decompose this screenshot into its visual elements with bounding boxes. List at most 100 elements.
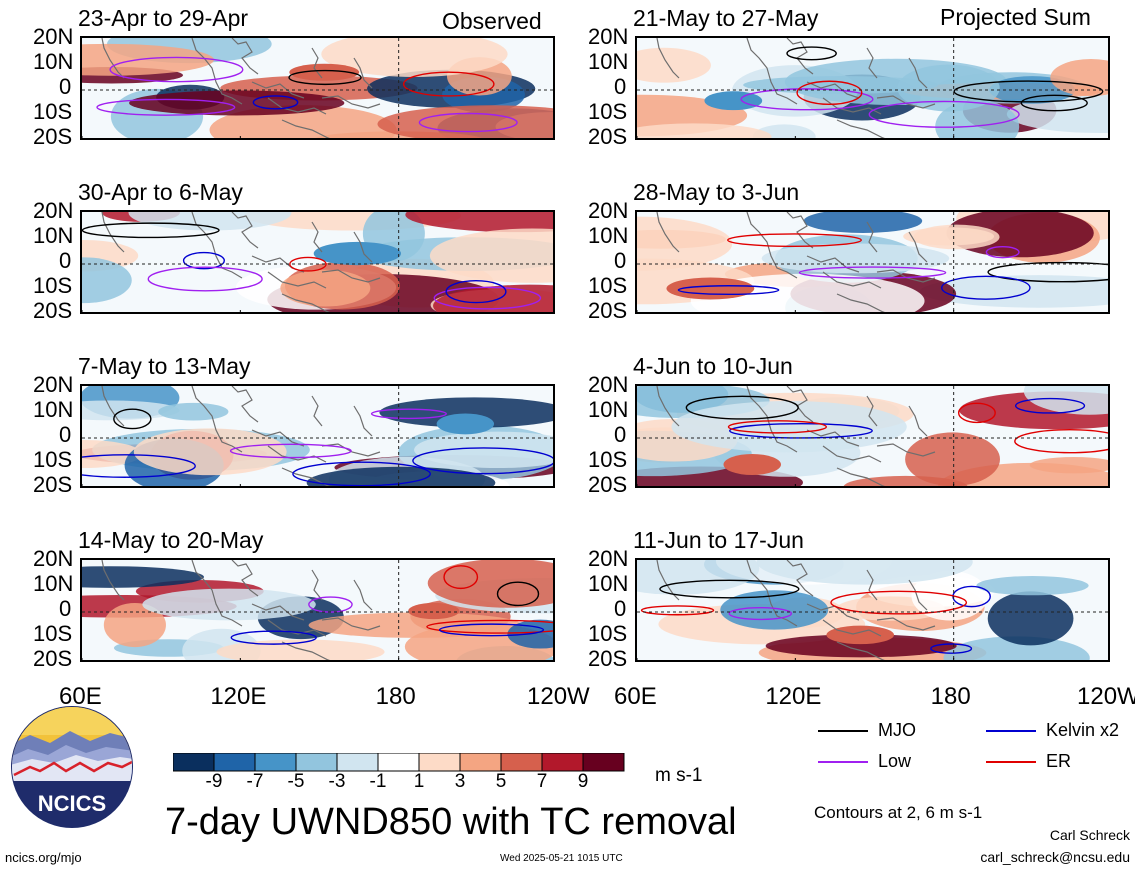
map-panel xyxy=(635,36,1110,140)
legend-label: Kelvin x2 xyxy=(1046,720,1120,740)
wind-anomaly-blob xyxy=(897,64,1000,112)
timestamp: Wed 2025-05-21 1015 UTC xyxy=(500,853,623,864)
contour-low xyxy=(868,100,1020,128)
wind-anomaly-blob xyxy=(321,38,508,77)
contour-low xyxy=(740,88,874,111)
contour-er xyxy=(957,402,996,424)
contour-low xyxy=(728,606,793,621)
wind-anomaly-blob xyxy=(308,612,523,638)
contour-mjo xyxy=(786,46,837,61)
site-link[interactable]: ncics.org/mjo xyxy=(5,850,82,865)
contour-mjo xyxy=(659,579,800,599)
wind-anomaly-blob xyxy=(429,228,553,283)
wind-anomaly-core xyxy=(826,625,894,645)
lat-label: 0 xyxy=(59,248,72,273)
lat-label: 0 xyxy=(614,74,627,99)
wind-anomaly-blob xyxy=(943,636,1090,660)
contour-kelvin-x2 xyxy=(438,623,545,637)
lat-label: 0 xyxy=(614,422,627,447)
legend-line xyxy=(818,730,868,732)
wind-anomaly-blob xyxy=(637,47,711,83)
lon-label: 60E xyxy=(614,683,657,710)
colorbar-tick-label: 1 xyxy=(413,771,425,792)
colorbar-swatch xyxy=(295,752,338,772)
wind-anomaly-blob xyxy=(919,275,1108,308)
wind-anomaly-blob xyxy=(379,397,553,428)
lat-label: 10N xyxy=(33,571,74,596)
observed-label: Observed xyxy=(442,8,542,34)
wind-anomaly-core xyxy=(313,241,402,266)
contour-er xyxy=(426,619,553,634)
contour-low xyxy=(229,443,352,459)
contour-kelvin-x2 xyxy=(941,275,1031,300)
lat-label: 10S xyxy=(33,447,73,472)
coastlines xyxy=(656,560,936,660)
lat-label: 10N xyxy=(588,223,629,248)
lon-label: 180 xyxy=(930,683,971,710)
contour-kelvin-x2 xyxy=(1014,397,1086,414)
email: carl_schreck@ncsu.edu xyxy=(980,849,1130,865)
wind-anomaly-blob xyxy=(843,475,968,486)
panel-title: 30-Apr to 6-May xyxy=(78,179,243,205)
lat-label: 10N xyxy=(33,223,74,248)
lon-label: 180 xyxy=(375,683,416,710)
contour-low xyxy=(798,266,947,279)
legend-line xyxy=(818,761,868,763)
wind-anomaly-core xyxy=(408,602,460,620)
lat-label: 20S xyxy=(588,298,628,323)
wind-anomaly-blob xyxy=(976,576,1089,596)
coastlines xyxy=(101,212,381,312)
map-panel-plot xyxy=(637,38,1108,138)
contour-er xyxy=(727,233,862,247)
contour-low xyxy=(370,408,447,420)
panel-title: 7-May to 13-May xyxy=(78,353,251,379)
lat-label: 0 xyxy=(614,248,627,273)
lat-label: 10S xyxy=(588,621,628,646)
contour-mjo xyxy=(1020,94,1088,112)
coastlines xyxy=(656,386,936,486)
map-panel xyxy=(635,210,1110,314)
lat-label: 10S xyxy=(33,621,73,646)
contour-low xyxy=(147,266,263,292)
lat-label: 0 xyxy=(614,596,627,621)
lat-label: 20N xyxy=(588,372,629,397)
wind-anomaly-blob xyxy=(405,212,553,233)
colorbar-swatch xyxy=(336,752,379,772)
contour-er xyxy=(289,256,327,272)
coastlines xyxy=(101,38,381,138)
lat-label: 10S xyxy=(588,99,628,124)
panel-title: 4-Jun to 10-Jun xyxy=(633,353,793,379)
contour-kelvin-x2 xyxy=(677,285,780,296)
wind-anomaly-blob xyxy=(671,401,907,453)
map-panel xyxy=(80,36,555,140)
coastlines xyxy=(101,386,381,486)
coastlines xyxy=(656,212,936,312)
projected-label: Projected Sum xyxy=(940,4,1091,30)
contour-low xyxy=(96,98,236,116)
wind-anomaly-blob xyxy=(377,105,553,138)
wind-anomaly-blob xyxy=(142,588,316,621)
contour-kelvin-x2 xyxy=(182,251,225,270)
wind-anomaly-blob xyxy=(1029,457,1108,474)
colorbar-tick-label: -1 xyxy=(369,771,387,792)
wind-anomaly-blob xyxy=(158,402,229,421)
legend-line xyxy=(986,761,1036,763)
contour-kelvin-x2 xyxy=(82,454,196,478)
lon-label: 120W xyxy=(1077,683,1135,710)
wind-anomaly-blob xyxy=(427,560,553,608)
wind-anomaly-blob xyxy=(129,90,345,116)
wind-anomaly-blob xyxy=(82,257,132,304)
contour-kelvin-x2 xyxy=(930,643,973,654)
wind-anomaly-blob xyxy=(82,400,180,421)
wind-anomaly-blob xyxy=(1006,95,1108,134)
map-panel-plot xyxy=(637,560,1108,660)
lon-label: 120E xyxy=(765,683,822,710)
contour-mjo xyxy=(987,261,1108,283)
map-panel-plot xyxy=(82,560,553,660)
map-panel xyxy=(80,210,555,314)
contour-kelvin-x2 xyxy=(952,585,991,608)
map-panel-plot xyxy=(82,386,553,486)
contour-low xyxy=(109,56,244,83)
contour-low xyxy=(433,286,542,310)
coastlines xyxy=(101,560,381,660)
